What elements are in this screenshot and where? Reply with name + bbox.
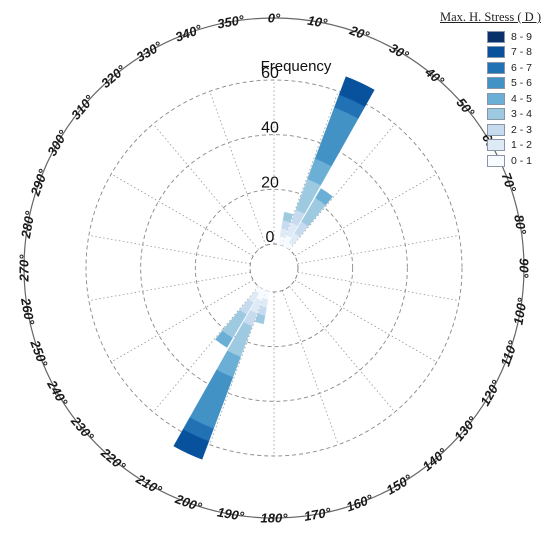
angular-tick-label: 80° xyxy=(511,214,529,237)
angular-tick-label: 210° xyxy=(133,471,165,498)
rose-sectors xyxy=(173,76,375,460)
sector-segment xyxy=(173,429,210,460)
legend-swatch xyxy=(487,46,505,59)
legend-entry: 8 - 9 xyxy=(487,29,543,45)
angular-tick-label: 240° xyxy=(44,377,71,409)
angular-tick-label: 300° xyxy=(44,127,71,158)
legend-entry: 2 - 3 xyxy=(487,122,543,138)
grid-circle xyxy=(140,134,408,402)
grid-spoke xyxy=(152,286,259,413)
legend-entry: 7 - 8 xyxy=(487,45,543,61)
legend-swatch xyxy=(487,92,505,105)
legend-swatch xyxy=(487,77,505,90)
angular-tick-label: 350° xyxy=(216,12,246,32)
legend-swatch xyxy=(487,154,505,167)
sector-segment xyxy=(254,313,266,325)
grid-spoke xyxy=(209,290,267,445)
legend-label: 8 - 9 xyxy=(511,30,533,43)
grid-spoke xyxy=(281,91,339,246)
grid-spoke xyxy=(152,123,259,250)
grid-spoke xyxy=(110,279,254,363)
angular-tick-label: 180° xyxy=(261,511,289,526)
legend-label: 7 - 8 xyxy=(511,46,533,59)
legend-entry: 1 - 2 xyxy=(487,138,543,154)
angular-tick-label: 100° xyxy=(510,296,530,326)
grid-spoke xyxy=(209,91,267,246)
angular-tick-label: 340° xyxy=(173,21,204,45)
sector-segment xyxy=(282,211,294,223)
angular-tick-label: 10° xyxy=(306,13,329,31)
radial-axis-title: Frequency xyxy=(261,58,332,75)
angular-tick-label: 190° xyxy=(216,504,246,524)
grid-spoke xyxy=(294,173,438,257)
polar-grid xyxy=(23,17,525,519)
angular-tick-label: 280° xyxy=(18,209,38,240)
radial-tick-label: 0 xyxy=(266,229,275,246)
angular-tick-label: 260° xyxy=(18,296,38,327)
grid-circle-0 xyxy=(249,243,299,293)
legend-label: 4 - 5 xyxy=(511,92,533,105)
sector-segment xyxy=(314,107,359,167)
legend-list: 8 - 9 7 - 8 6 - 7 5 - 6 4 - 5 3 - 4 2 - 3 1 - 2… xyxy=(487,29,543,169)
grid-spoke xyxy=(281,290,339,445)
grid-spoke xyxy=(297,271,460,302)
grid-circle xyxy=(194,188,354,348)
angular-tick-label: 170° xyxy=(303,504,333,524)
legend-label: 3 - 4 xyxy=(511,108,533,121)
legend-entry: 4 - 5 xyxy=(487,91,543,107)
angular-tick-label: 200° xyxy=(172,491,204,515)
radial-tick-label: 40 xyxy=(261,120,279,137)
legend-title: Max. H. Stress ( D ) xyxy=(439,10,541,24)
radial-tick-labels: 0 20 40 60 xyxy=(261,65,279,246)
angular-tick-label: 270° xyxy=(17,254,32,283)
grid-spoke xyxy=(110,173,254,257)
legend: Max. H. Stress ( D ) 8 - 9 7 - 8 6 - 7 5 - … xyxy=(409,10,543,169)
legend-swatch xyxy=(487,30,505,43)
legend-label: 0 - 1 xyxy=(511,154,533,167)
radial-tick-label: 60 xyxy=(261,65,279,82)
sector-segment xyxy=(189,369,234,429)
legend-swatch xyxy=(487,61,505,74)
legend-label: 2 - 3 xyxy=(511,123,533,136)
sector-segment xyxy=(315,188,333,206)
angular-tick-label: 70° xyxy=(499,171,520,195)
angular-tick-label: 150° xyxy=(384,471,415,498)
legend-swatch xyxy=(487,108,505,121)
grid-spoke xyxy=(297,234,460,265)
legend-swatch xyxy=(487,123,505,136)
angular-tick-label: 20° xyxy=(347,22,372,43)
grid-spoke xyxy=(294,279,438,363)
grid-spoke xyxy=(289,123,396,250)
legend-swatch xyxy=(487,139,505,152)
angular-tick-label: 290° xyxy=(27,167,51,199)
legend-label: 1 - 2 xyxy=(511,139,533,152)
legend-entry: 6 - 7 xyxy=(487,60,543,76)
outer-circle xyxy=(23,17,525,519)
angular-tick-label: 160° xyxy=(344,491,375,515)
legend-label: 5 - 6 xyxy=(511,77,533,90)
sector-segment xyxy=(338,76,375,107)
radial-tick-label: 20 xyxy=(261,174,279,191)
angular-tick-label: 120° xyxy=(477,377,504,408)
angular-tick-label: 90° xyxy=(517,258,532,278)
legend-entry: 0 - 1 xyxy=(487,153,543,169)
legend-entry: 5 - 6 xyxy=(487,76,543,92)
angular-tick-label: 250° xyxy=(27,337,51,369)
grid-spoke xyxy=(88,234,251,265)
sector-segment xyxy=(215,330,233,348)
angular-tick-label: 330° xyxy=(134,38,165,65)
angular-tick-label: 110° xyxy=(497,338,520,368)
angular-tick-label: 0° xyxy=(268,11,281,26)
legend-entry: 3 - 4 xyxy=(487,107,543,123)
grid-spoke xyxy=(289,286,396,413)
legend-label: 6 - 7 xyxy=(511,61,533,74)
grid-circle xyxy=(85,79,463,457)
grid-spoke xyxy=(88,271,251,302)
